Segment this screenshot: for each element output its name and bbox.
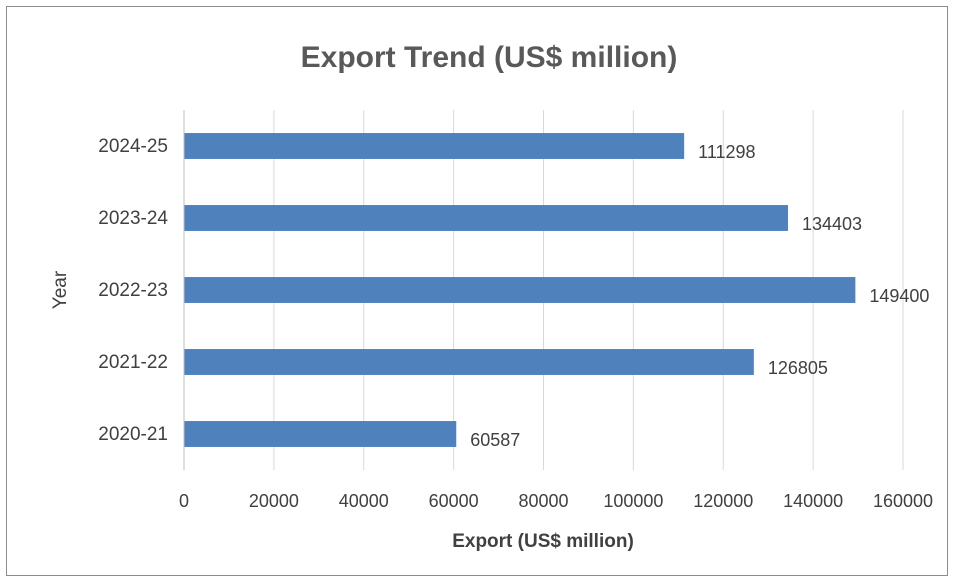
- bar: [184, 277, 856, 303]
- x-tick-label: 80000: [518, 491, 568, 511]
- y-tick-label: 2024-25: [98, 136, 168, 157]
- x-tick-label: 60000: [429, 491, 479, 511]
- bar: [184, 133, 685, 159]
- x-tick-labels: 0 20000 40000 60000 80000 100000 120000 140000 1…: [179, 491, 933, 511]
- y-axis-title: Year: [50, 270, 71, 309]
- y-tick-label: 2021-22: [98, 352, 168, 373]
- y-tick-label: 2023-24: [98, 208, 168, 229]
- bar: [184, 349, 754, 375]
- bars: [184, 133, 856, 447]
- bar: [184, 421, 457, 447]
- data-label: 111298: [698, 142, 755, 162]
- x-tick-label: 160000: [873, 491, 933, 511]
- x-tick-label: 20000: [249, 491, 299, 511]
- x-tick-label: 40000: [339, 491, 389, 511]
- x-tick-label: 100000: [603, 491, 663, 511]
- y-tick-label: 2022-23: [98, 280, 168, 301]
- data-label: 149400: [869, 286, 929, 306]
- x-tick-label: 0: [179, 491, 189, 511]
- x-axis-title: Export (US$ million): [452, 531, 634, 552]
- y-tick-labels: 2020-21 2021-22 2022-23 2023-24 2024-25: [98, 136, 168, 445]
- bar: [184, 205, 788, 231]
- data-label: 60587: [470, 430, 520, 450]
- x-tick-label: 120000: [693, 491, 753, 511]
- x-tick-label: 140000: [783, 491, 843, 511]
- data-labels: 60587 126805 149400 134403 111298: [470, 142, 929, 450]
- chart-title: Export Trend (US$ million): [301, 41, 678, 74]
- y-tick-label: 2020-21: [98, 424, 168, 445]
- data-label: 126805: [768, 358, 828, 378]
- data-label: 134403: [802, 214, 862, 234]
